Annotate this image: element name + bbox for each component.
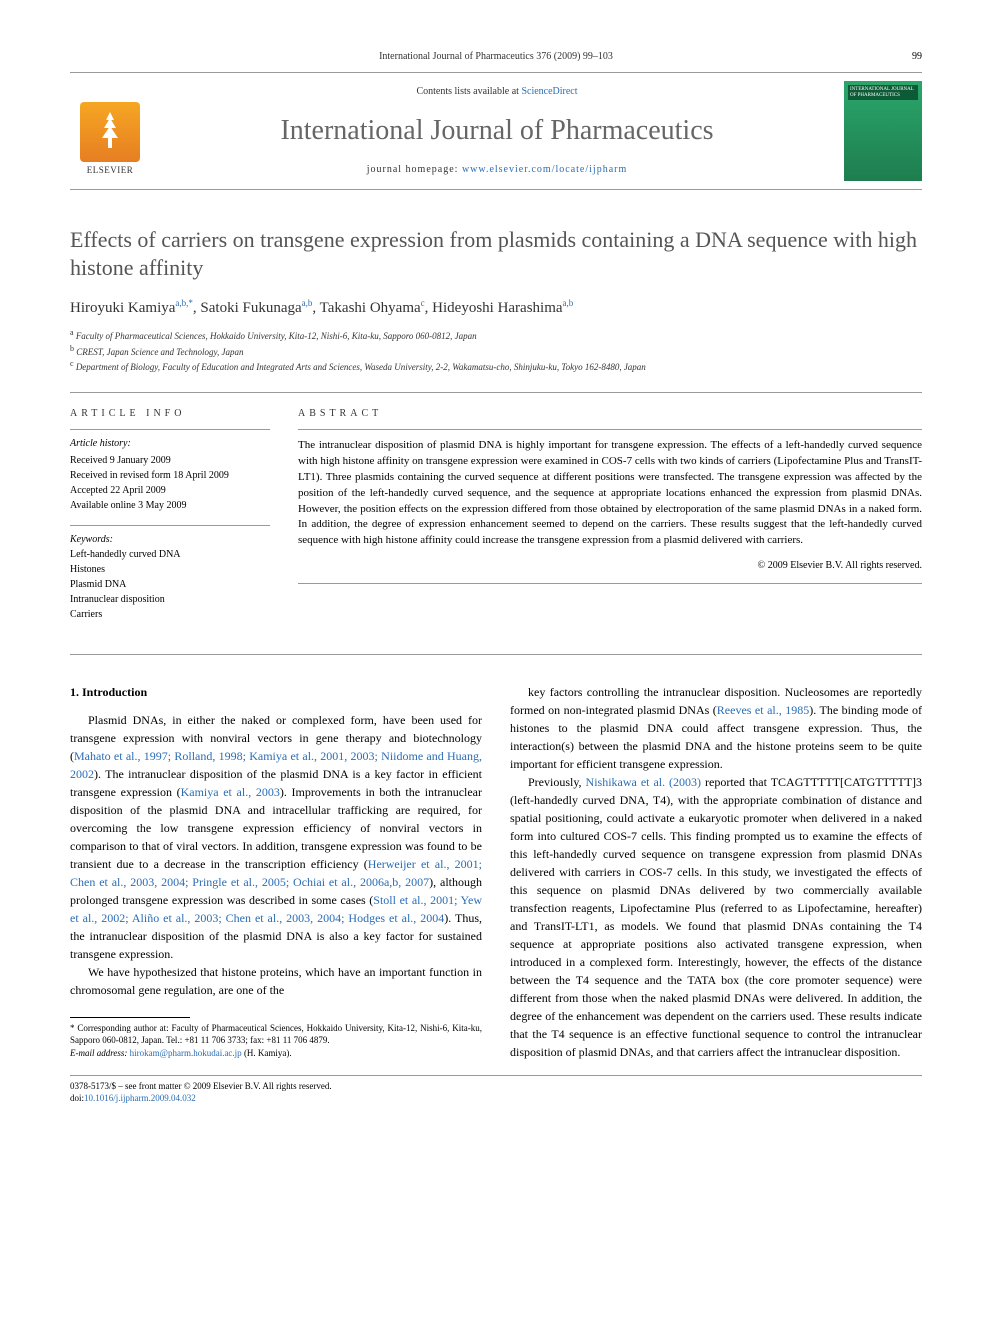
abstract-copyright: © 2009 Elsevier B.V. All rights reserved… — [298, 559, 922, 573]
email-link[interactable]: hirokam@pharm.hokudai.ac.jp — [130, 1048, 242, 1058]
author-affil-link[interactable]: a,b — [302, 298, 313, 308]
sciencedirect-link[interactable]: ScienceDirect — [521, 86, 577, 97]
banner-center: Contents lists available at ScienceDirec… — [162, 81, 832, 181]
journal-banner: ELSEVIER Contents lists available at Sci… — [70, 72, 922, 190]
history-line: Received 9 January 2009 — [70, 453, 270, 468]
journal-homepage-line: journal homepage: www.elsevier.com/locat… — [367, 163, 628, 177]
author: Takashi Ohyamac — [320, 300, 425, 316]
abstract-text: The intranuclear disposition of plasmid … — [298, 438, 922, 550]
homepage-link[interactable]: www.elsevier.com/locate/ijpharm — [462, 164, 627, 175]
history-head: Article history: — [70, 429, 270, 451]
paragraph: key factors controlling the intranuclear… — [510, 683, 922, 773]
cover-thumb: INTERNATIONAL JOURNAL OF PHARMACEUTICS — [844, 81, 922, 181]
corresponding-author-note: * Corresponding author at: Faculty of Ph… — [70, 1022, 482, 1047]
contents-label: Contents lists available at — [416, 86, 521, 97]
front-matter-line: 0378-5173/$ – see front matter © 2009 El… — [70, 1080, 922, 1092]
article-info-column: ARTICLE INFO Article history: Received 9… — [70, 407, 270, 634]
affiliation: c Department of Biology, Faculty of Educ… — [70, 358, 922, 374]
author-affil-link[interactable]: c — [421, 298, 425, 308]
cover-thumb-title: INTERNATIONAL JOURNAL OF PHARMACEUTICS — [848, 85, 918, 100]
email-suffix: (H. Kamiya). — [242, 1048, 292, 1058]
body-text: 1. Introduction Plasmid DNAs, in either … — [70, 683, 922, 1061]
rule — [70, 654, 922, 655]
front-matter-footer: 0378-5173/$ – see front matter © 2009 El… — [70, 1075, 922, 1104]
info-abstract-row: ARTICLE INFO Article history: Received 9… — [70, 392, 922, 634]
email-label: E-mail address: — [70, 1048, 130, 1058]
keywords-head: Keywords: — [70, 532, 270, 547]
keyword: Plasmid DNA — [70, 577, 270, 592]
affiliation: b CREST, Japan Science and Technology, J… — [70, 343, 922, 359]
running-header: International Journal of Pharmaceutics 3… — [70, 50, 922, 64]
author: Hiroyuki Kamiyaa,b,* — [70, 300, 193, 316]
abstract-head: ABSTRACT — [298, 407, 922, 421]
history-line: Accepted 22 April 2009 — [70, 483, 270, 498]
article-info-head: ARTICLE INFO — [70, 407, 270, 421]
citation-link[interactable]: Nishikawa et al. (2003) — [586, 775, 702, 789]
article-history: Article history: Received 9 January 2009… — [70, 429, 270, 513]
email-line: E-mail address: hirokam@pharm.hokudai.ac… — [70, 1047, 482, 1060]
contents-available-line: Contents lists available at ScienceDirec… — [416, 85, 577, 99]
footnote-rule — [70, 1017, 190, 1018]
elsevier-logo: ELSEVIER — [70, 81, 150, 181]
article-title: Effects of carriers on transgene express… — [70, 226, 922, 281]
journal-name: International Journal of Pharmaceutics — [280, 111, 713, 150]
doi-link[interactable]: 10.1016/j.ijpharm.2009.04.032 — [84, 1093, 196, 1103]
author-affil-link[interactable]: a,b — [563, 298, 574, 308]
paragraph: Plasmid DNAs, in either the naked or com… — [70, 711, 482, 963]
affiliations: a Faculty of Pharmaceutical Sciences, Ho… — [70, 327, 922, 374]
authors-line: Hiroyuki Kamiyaa,b,*, Satoki Fukunagaa,b… — [70, 297, 922, 319]
elsevier-wordmark: ELSEVIER — [87, 164, 134, 177]
page-number: 99 — [912, 50, 922, 64]
keyword: Histones — [70, 562, 270, 577]
homepage-label: journal homepage: — [367, 164, 462, 175]
abstract-column: ABSTRACT The intranuclear disposition of… — [298, 407, 922, 634]
author-affil-link[interactable]: a,b,* — [175, 298, 193, 308]
keyword: Carriers — [70, 607, 270, 622]
paragraph: Previously, Nishikawa et al. (2003) repo… — [510, 773, 922, 1061]
affiliation: a Faculty of Pharmaceutical Sciences, Ho… — [70, 327, 922, 343]
citation-link[interactable]: Reeves et al., 1985 — [717, 703, 809, 717]
history-line: Received in revised form 18 April 2009 — [70, 468, 270, 483]
keywords-block: Keywords: Left-handedly curved DNA Histo… — [70, 525, 270, 622]
paragraph: We have hypothesized that histone protei… — [70, 963, 482, 999]
author: Hideyoshi Harashimaa,b — [432, 300, 573, 316]
history-line: Available online 3 May 2009 — [70, 498, 270, 513]
section-heading: 1. Introduction — [70, 683, 482, 701]
footnotes: * Corresponding author at: Faculty of Ph… — [70, 1022, 482, 1060]
doi-line: doi:10.1016/j.ijpharm.2009.04.032 — [70, 1092, 922, 1104]
citation-link[interactable]: Kamiya et al., 2003 — [181, 785, 280, 799]
elsevier-tree-icon — [80, 102, 140, 162]
keyword: Intranuclear disposition — [70, 592, 270, 607]
author: Satoki Fukunagaa,b — [200, 300, 312, 316]
keyword: Left-handedly curved DNA — [70, 547, 270, 562]
